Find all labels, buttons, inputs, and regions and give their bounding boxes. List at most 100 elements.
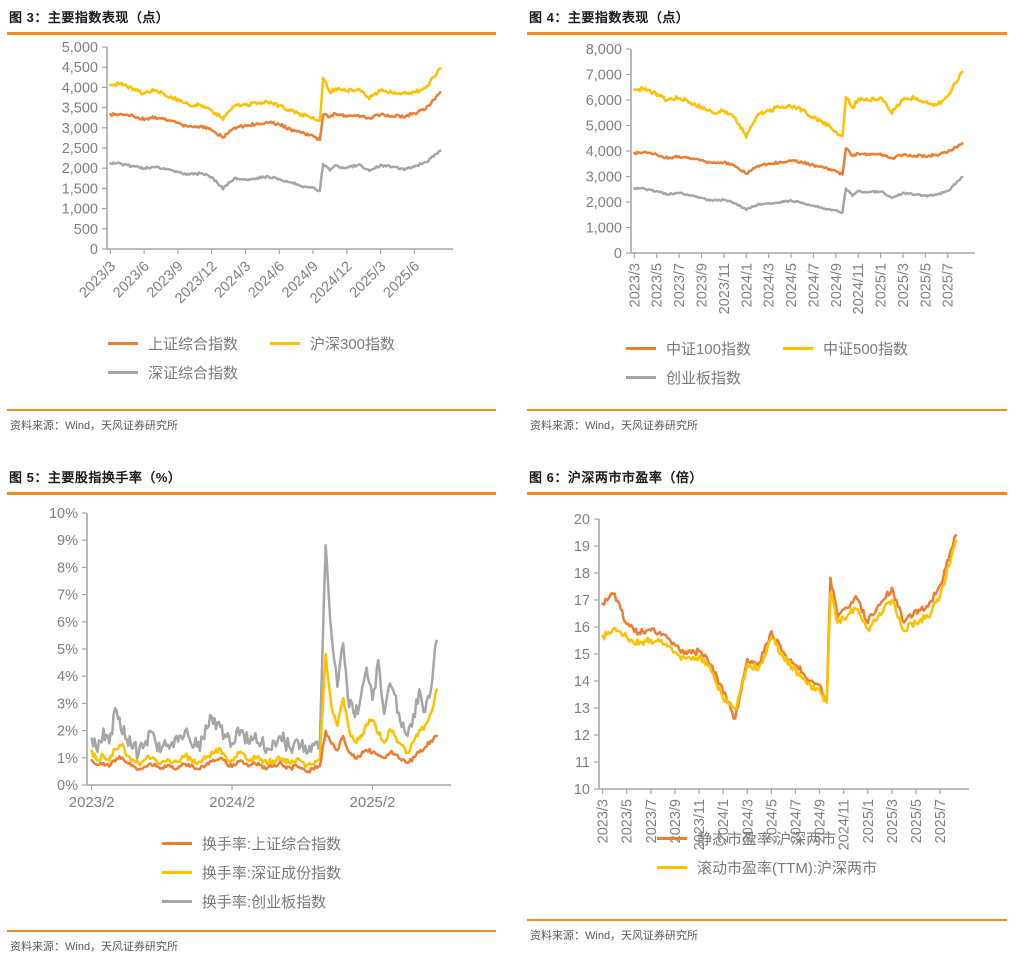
legend-label: 上证综合指数 [147,336,238,353]
figure-5-title-rule [7,492,496,495]
y-tick-label: 10% [49,506,78,522]
legend-line-marker [269,342,300,345]
figure-4-source-rule [527,409,1007,411]
figure-6-source-text: 资料来源：Wind，天风证券研究所 [530,930,699,942]
figure-3-title-rule [7,32,496,35]
legend-line-marker [161,900,192,903]
figure-4-source-text: 资料来源：Wind，天风证券研究所 [530,420,699,432]
figure-5-source-rule [7,930,496,932]
figure-3-source-text: 资料来源：Wind，天风证券研究所 [10,420,179,432]
x-tick-label: 2025/3 [347,259,390,302]
legend-label: 深证综合指数 [147,365,238,382]
y-tick-label: 3% [57,696,78,712]
x-tick-label: 2023/7 [672,263,688,307]
figure-3-legend: 上证综合指数 沪深300指数 深证综合指数 [7,325,496,391]
y-tick-label: 1,500 [62,181,98,197]
figure-5-line-chart: 0% 1% 2% 3% 4% 5% 6% 7% 8% 9% 10% 2023/2 2024/2 2025/… [49,506,451,811]
series-line [109,149,442,193]
y-tick-label: 7% [57,588,78,604]
figure-5-source-text: 资料来源：Wind，天风证券研究所 [10,941,179,953]
x-tick-label: 2023/7 [644,799,660,843]
y-tick-label: 5,000 [586,119,622,135]
x-tick-label: 2024/1 [716,799,732,843]
y-tick-label: 6,000 [586,93,622,109]
x-tick-label: 2025/3 [885,799,901,843]
legend-rows: 换手率:上证综合指数换手率:深证成份指数换手率:创业板指数 [161,825,342,920]
series-line [633,175,964,214]
legend-row: 深证综合指数 [107,362,395,383]
figure-5-legend: 换手率:上证综合指数换手率:深证成份指数换手率:创业板指数 [7,825,496,920]
y-tick-label: 2,000 [586,195,622,211]
y-tick-label: 0 [90,242,98,258]
y-tick-label: 0 [614,246,622,262]
x-tick-label: 2025/1 [874,263,890,307]
x-tick-label: 2025/2 [350,794,396,811]
figure-4-title-rule [527,32,1007,35]
legend-row: 换手率:创业板指数 [161,891,341,912]
figure-6-line-chart: 10 11 12 13 14 15 16 17 18 19 20 2023/3 2023/5 2023/7… [574,512,969,850]
figure-6-title-rule [527,492,1007,495]
x-tick-label: 2023/3 [596,799,612,843]
x-tick-label: 2024/1 [739,263,755,307]
figure-4-legend: 中证100指数 中证500指数 创业板指数 [527,330,1007,396]
y-tick-label: 4,000 [62,80,98,96]
figure-4-panel: 图 4：主要指数表现（点） 0 1,000 2,000 3,000 4,000 5,000… [508,0,1017,460]
legend-label: 滚动市盈率(TTM):沪深两市 [697,860,877,877]
y-tick-label: 5% [57,642,78,658]
y-tick-label: 1% [57,751,78,767]
x-tick-label: 2025/5 [909,799,925,843]
x-tick-label: 2023/3 [77,259,120,302]
y-tick-label: 3,000 [586,170,622,186]
y-tick-label: 8,000 [586,42,622,58]
y-tick-label: 500 [74,222,98,238]
y-tick-label: 7,000 [586,68,622,84]
legend-item: 换手率:深证成份指数 [161,862,342,883]
x-tick-label: 2025/7 [941,263,957,307]
figure-5-panel: 图 5：主要股指换手率（%） 0% 1% 2% 3% 4% 5% 6% 7% 8% 9% 10% 20… [0,460,508,954]
y-tick-label: 9% [57,533,78,549]
y-tick-label: 16 [574,620,590,636]
figure-4-title: 图 4：主要指数表现（点） [529,10,690,25]
y-tick-label: 1,000 [62,202,98,218]
x-tick-label: 2024/2 [209,794,255,811]
legend-item: 创业板指数 [625,367,741,388]
legend-rows: 上证综合指数 沪深300指数 深证综合指数 [107,325,395,391]
legend-line-marker [625,347,656,350]
x-tick-label: 2024/11 [837,799,853,850]
y-tick-label: 11 [575,755,590,771]
x-tick-label: 2024/5 [784,263,800,307]
figure-4-line-chart: 0 1,000 2,000 3,000 4,000 5,000 6,000 7,000 8,00… [586,42,975,314]
x-tick-label: 2024/3 [212,259,255,302]
figure-6-legend: 静态市盈率:沪深两市滚动市盈率(TTM):沪深两市 [527,820,1007,886]
legend-item: 静态市盈率:沪深两市 [657,828,836,849]
y-tick-label: 4,500 [62,60,98,76]
x-tick-label: 2023/9 [695,263,711,307]
legend-label: 创业板指数 [665,370,741,387]
legend-row: 换手率:上证综合指数 [161,833,341,854]
x-tick-label: 2024/3 [762,263,778,307]
y-tick-label: 19 [574,539,590,555]
x-tick-label: 2025/3 [896,263,912,307]
legend-row: 换手率:深证成份指数 [161,862,342,883]
x-tick-label: 2025/5 [918,263,934,307]
series-line [90,652,439,769]
legend-line-marker [161,842,192,845]
x-tick-label: 2023/5 [620,799,636,843]
figure-6-panel: 图 6：沪深两市市盈率（倍） 10 11 12 13 14 15 16 17 18 19 20 202… [508,460,1017,954]
legend-line-marker [107,342,138,345]
figure-5-title: 图 5：主要股指换手率（%） [9,470,182,485]
x-tick-label: 2024/6 [245,259,288,302]
series-line [601,539,958,711]
x-tick-label: 2025/7 [933,799,949,843]
x-tick-label: 2023/9 [668,799,684,843]
series-line [90,544,439,760]
series-line [109,67,442,123]
figure-3-source-rule [7,409,496,411]
y-tick-label: 12 [574,728,590,744]
x-tick-label: 2024/9 [829,263,845,307]
x-tick-label: 2024/7 [788,799,804,843]
x-tick-label: 2023/6 [110,259,153,302]
figure-3-line-chart: 0 500 1,000 1,500 2,000 2,500 3,000 3,500 4,000 4… [62,40,453,307]
y-tick-label: 3,000 [62,121,98,137]
legend-label: 换手率:深证成份指数 [201,865,342,882]
